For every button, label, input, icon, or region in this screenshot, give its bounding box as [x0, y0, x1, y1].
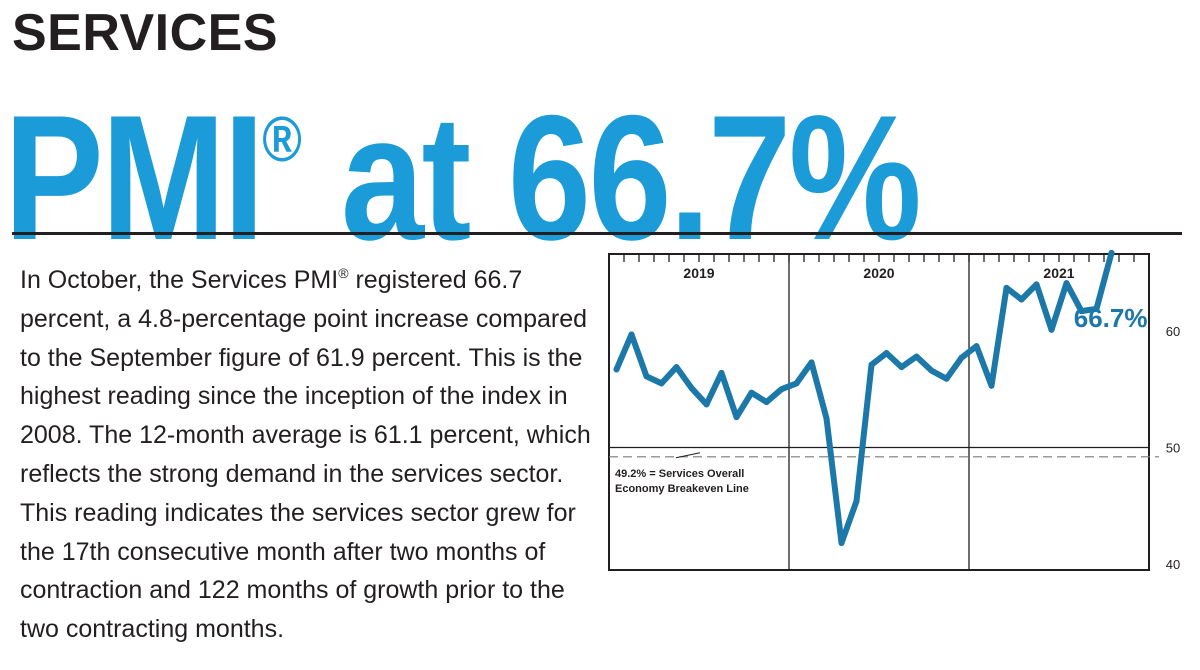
body-text-part1: In October, the Services PMI — [20, 266, 339, 294]
data-point — [1078, 308, 1085, 315]
data-point — [748, 389, 755, 396]
y-tick-label: 50 — [1166, 440, 1180, 455]
data-point — [1033, 281, 1040, 288]
data-points — [613, 249, 1115, 547]
breakeven-leader-line — [675, 452, 701, 459]
data-point — [793, 380, 800, 387]
data-point — [808, 359, 815, 366]
body-text-part2: registered 66.7 percent, a 4.8-percentag… — [20, 266, 591, 644]
pmi-line-chart: 2019 2020 2021 49.2% = Services Overall Ec… — [608, 249, 1180, 572]
data-point — [658, 380, 665, 387]
y-axis-tick-labels: 60 50 40 — [1166, 324, 1180, 572]
body-text: In October, the Services PMI® registered… — [20, 254, 1190, 649]
month-ticks — [608, 254, 1150, 262]
data-point — [1063, 280, 1070, 287]
divider-rule — [12, 232, 1182, 235]
breakeven-label-line2: Economy Breakeven Line — [615, 483, 749, 495]
latest-value-callout: 66.7% — [1074, 303, 1148, 333]
data-point — [673, 364, 680, 371]
data-point — [763, 399, 770, 406]
headline: PMI® at 66.7% — [4, 48, 922, 269]
body-registered-mark: ® — [338, 265, 349, 281]
data-point — [1093, 305, 1100, 312]
data-point — [1048, 326, 1055, 333]
data-point — [1018, 296, 1025, 303]
data-point — [613, 366, 620, 373]
data-point — [1003, 284, 1010, 291]
data-point — [628, 331, 635, 338]
chart-frame — [608, 253, 1150, 571]
breakeven-label-line1: 49.2% = Services Overall — [615, 468, 744, 480]
data-point — [703, 401, 710, 408]
year-label: 2021 — [1043, 265, 1074, 281]
data-point — [988, 382, 995, 389]
data-point — [688, 385, 695, 392]
y-tick-label: 40 — [1166, 557, 1180, 572]
headline-registered-mark: ® — [262, 103, 302, 175]
data-point — [958, 354, 965, 361]
year-label: 2020 — [863, 265, 894, 281]
data-point — [853, 498, 860, 505]
data-point — [643, 373, 650, 380]
y-tick-label: 60 — [1166, 324, 1180, 339]
data-point — [778, 386, 785, 393]
data-point — [973, 343, 980, 350]
headline-value: at 66.7% — [301, 78, 922, 277]
body-paragraph: In October, the Services PMI® registered… — [20, 254, 1190, 649]
data-point — [883, 350, 890, 357]
data-point — [943, 375, 950, 382]
data-point — [718, 369, 725, 376]
data-point — [733, 414, 740, 421]
data-point — [928, 367, 935, 374]
year-labels: 2019 2020 2021 — [683, 265, 1074, 281]
kicker-title: SERVICES — [12, 4, 279, 62]
data-point — [823, 415, 830, 422]
data-point — [838, 540, 845, 547]
data-point — [1108, 249, 1115, 256]
data-point — [868, 361, 875, 368]
year-label: 2019 — [683, 265, 714, 281]
headline-pmi: PMI — [4, 78, 265, 277]
year-dividers — [788, 254, 970, 570]
series-line — [613, 249, 1115, 547]
data-point — [898, 364, 905, 371]
data-point — [913, 353, 920, 360]
